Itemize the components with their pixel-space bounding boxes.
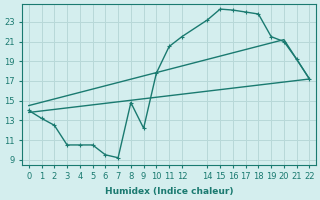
X-axis label: Humidex (Indice chaleur): Humidex (Indice chaleur) [105,187,233,196]
